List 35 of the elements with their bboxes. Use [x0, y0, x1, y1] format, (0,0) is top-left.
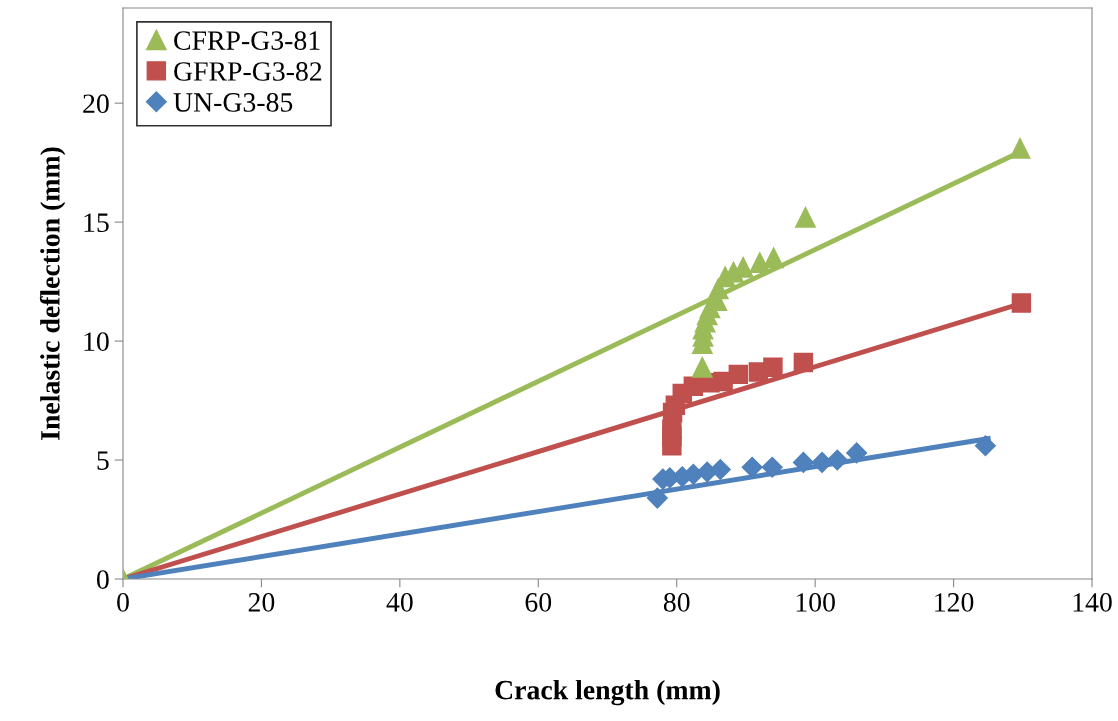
y-tick-label: 15	[84, 213, 109, 233]
x-tick-label: 80	[663, 593, 690, 612]
point	[826, 449, 848, 471]
legend-label: CFRP-G3-81	[174, 31, 320, 50]
x-tick-label: 40	[386, 593, 413, 612]
x-axis-title: Crack length (mm)	[495, 679, 720, 706]
legend-label: GFRP-G3-82	[174, 62, 322, 81]
x-tick-label: 120	[935, 593, 974, 612]
legend-label: UN-G3-85	[173, 93, 293, 112]
point	[646, 487, 668, 509]
point	[763, 247, 785, 269]
point	[793, 352, 814, 373]
point	[792, 451, 814, 473]
y-tick-label: 10	[84, 332, 109, 351]
point	[741, 456, 763, 478]
x-tick-label: 60	[525, 593, 552, 612]
y-axis-title: Inelastic deflection (mm)	[39, 147, 66, 440]
x-tick-label: 20	[248, 593, 275, 612]
point	[763, 357, 783, 377]
point	[1011, 293, 1032, 313]
point	[974, 435, 996, 457]
x-tick-label: 0	[117, 593, 129, 612]
y-tick-label: 0	[96, 570, 109, 589]
point	[1009, 137, 1031, 159]
point	[795, 206, 816, 228]
x-tick-label: 140	[1073, 593, 1112, 612]
point	[749, 252, 771, 273]
point	[761, 456, 783, 478]
point	[709, 459, 731, 481]
point	[728, 364, 749, 385]
y-tick-label: 5	[97, 451, 109, 470]
point	[691, 356, 713, 378]
y-tick-label: 20	[83, 94, 109, 114]
point	[846, 442, 868, 464]
x-tick-label: 100	[796, 593, 835, 612]
